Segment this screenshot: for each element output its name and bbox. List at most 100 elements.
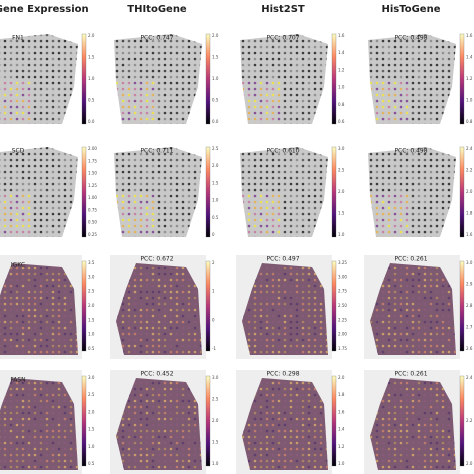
- spot: [247, 344, 251, 348]
- spot: [21, 405, 25, 409]
- spot: [435, 45, 439, 49]
- spot: [411, 69, 415, 73]
- spot: [63, 435, 67, 439]
- spot: [21, 152, 25, 156]
- spot: [429, 278, 433, 282]
- spot: [15, 87, 19, 91]
- spot: [319, 147, 323, 150]
- spot: [57, 34, 61, 37]
- spot: [441, 393, 445, 397]
- spot: [253, 200, 257, 204]
- spot: [163, 230, 167, 234]
- spot: [33, 459, 37, 463]
- spot: [181, 441, 185, 445]
- spot: [381, 320, 385, 324]
- spot: [253, 212, 257, 216]
- spot: [259, 123, 263, 124]
- spot: [319, 459, 323, 463]
- spot: [307, 176, 311, 180]
- spot: [69, 230, 73, 234]
- spot: [121, 206, 125, 210]
- spot: [157, 326, 161, 330]
- spot: [139, 39, 143, 43]
- spot: [157, 296, 161, 300]
- spot: [441, 164, 445, 168]
- spot: [133, 447, 137, 451]
- colorbar-tick: 1.0: [212, 76, 219, 81]
- spot: [27, 123, 31, 124]
- spot: [115, 158, 119, 162]
- spot: [399, 45, 403, 49]
- spot: [169, 393, 173, 397]
- spot: [57, 176, 61, 180]
- spot: [283, 176, 287, 180]
- spot: [375, 182, 379, 186]
- spot: [157, 69, 161, 73]
- spot: [265, 39, 269, 43]
- spot: [283, 182, 287, 186]
- column-header: ed Gene Expression: [0, 4, 89, 15]
- spot: [271, 45, 275, 49]
- spot: [121, 435, 125, 439]
- spot: [387, 344, 391, 348]
- spot: [253, 350, 257, 354]
- spot: [307, 447, 311, 451]
- spot: [139, 381, 143, 385]
- spot: [325, 212, 328, 216]
- spot: [411, 170, 415, 174]
- spot: [121, 344, 125, 348]
- spot: [139, 405, 143, 409]
- spot: [151, 117, 155, 121]
- spot: [259, 212, 263, 216]
- spot: [127, 338, 131, 342]
- spot: [39, 200, 43, 204]
- spot: [39, 302, 43, 306]
- spot: [133, 158, 137, 162]
- spot: [75, 57, 78, 61]
- spot: [375, 320, 379, 324]
- spot: [405, 453, 409, 457]
- spot: [45, 314, 49, 318]
- spot: [313, 111, 317, 115]
- spot: [405, 405, 409, 409]
- spot: [45, 284, 49, 288]
- spot: [121, 164, 125, 168]
- spot: [277, 435, 281, 439]
- spot: [265, 45, 269, 49]
- spot: [295, 441, 299, 445]
- spot: [69, 399, 73, 403]
- spot: [69, 326, 73, 330]
- spot: [3, 69, 7, 73]
- spot: [387, 326, 391, 330]
- spot: [399, 236, 403, 237]
- spot: [417, 423, 421, 427]
- spot: [3, 435, 7, 439]
- spot: [301, 296, 305, 300]
- spot: [265, 296, 269, 300]
- spot: [163, 429, 167, 433]
- spot: [133, 453, 137, 457]
- spot: [271, 200, 275, 204]
- spot: [45, 326, 49, 330]
- spot: [33, 447, 37, 451]
- spot: [199, 230, 202, 234]
- colorbar-tick: 2.00: [338, 332, 347, 337]
- spot: [33, 278, 37, 282]
- spot: [75, 123, 78, 124]
- spot: [265, 69, 269, 73]
- pcc-label: PCC: 0.707: [266, 35, 299, 42]
- spot: [21, 447, 25, 451]
- spot: [15, 230, 19, 234]
- colorbar-tick: 2.8: [466, 303, 473, 308]
- spot: [63, 99, 67, 103]
- spot: [417, 57, 421, 61]
- spot: [181, 57, 185, 61]
- spot: [271, 338, 275, 342]
- colorbar-tick: 3.0: [88, 274, 95, 279]
- spot: [381, 308, 385, 312]
- spot: [63, 447, 67, 451]
- spot: [181, 152, 185, 156]
- spot: [163, 111, 167, 115]
- spot: [301, 230, 305, 234]
- spot: [453, 34, 456, 37]
